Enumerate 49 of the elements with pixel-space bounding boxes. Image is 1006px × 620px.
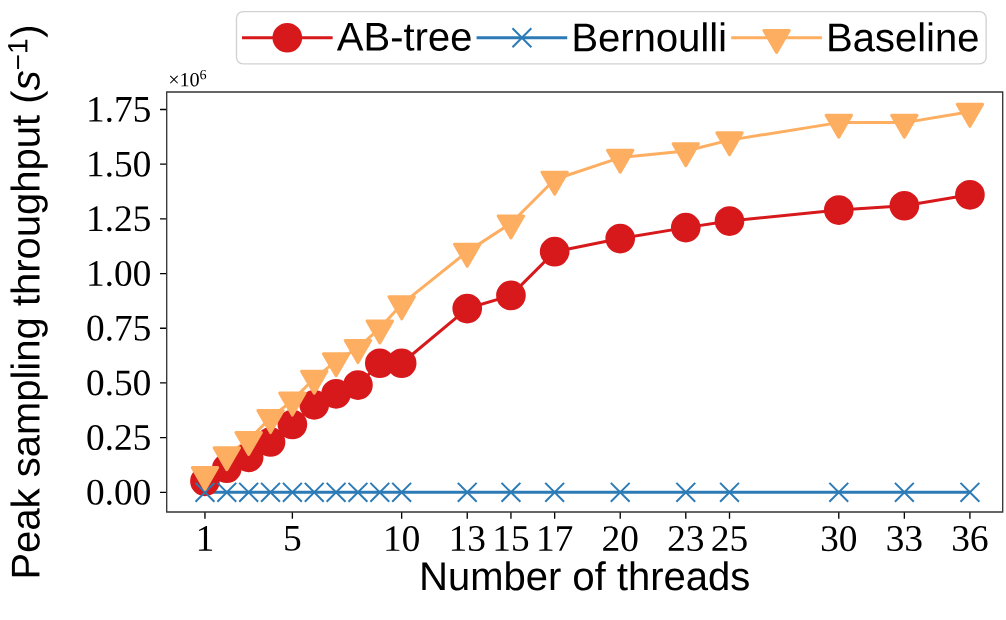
point — [828, 481, 850, 503]
legend-label: Bernoulli — [574, 22, 725, 52]
point — [496, 280, 526, 311]
x-tick-label: 13 — [451, 526, 485, 552]
y-tick-label: 0.75 — [87, 315, 150, 341]
legend-label: Baseline — [829, 22, 978, 52]
x-tick-label: 36 — [953, 526, 988, 552]
y-tick-label: 0.00 — [87, 479, 150, 505]
x-tick-label: 23 — [668, 526, 703, 552]
point — [343, 370, 373, 400]
y-tick-label: 0.25 — [87, 424, 150, 451]
x-tick-label: 5 — [285, 526, 301, 551]
point — [959, 481, 981, 503]
y-tick-label: 0.50 — [87, 370, 150, 396]
point — [456, 481, 478, 503]
point — [544, 481, 566, 503]
point — [824, 113, 853, 139]
x-tick-label: 10 — [386, 526, 419, 552]
y-tick-label: 1.00 — [89, 260, 150, 287]
x-tick-label: 30 — [821, 526, 857, 552]
point — [321, 379, 351, 409]
point — [496, 214, 526, 240]
text: ×10$^{6}$ — [169, 69, 207, 87]
point — [675, 481, 697, 503]
point — [540, 170, 569, 196]
point — [893, 481, 915, 503]
x-tick-label: 20 — [603, 526, 638, 552]
point — [277, 409, 308, 440]
y-tick-label: 1.25 — [89, 206, 150, 232]
point — [453, 242, 482, 268]
point — [715, 131, 744, 157]
x-axis-title: Number of threads — [422, 561, 749, 591]
point — [609, 481, 631, 503]
point — [890, 113, 919, 139]
point — [606, 148, 635, 174]
x-tick-label: 25 — [712, 526, 747, 552]
point — [500, 481, 522, 503]
legend-label: AB-tree — [336, 23, 471, 51]
point — [452, 293, 483, 324]
y-tick-label: 1.75 — [89, 96, 150, 123]
x-tick-label: 15 — [495, 526, 529, 552]
point — [955, 102, 985, 128]
x-tick-label: 33 — [887, 526, 922, 552]
y-tick-label: 1.50 — [89, 151, 150, 177]
y-axis-title: Peak sampling throughput (s$^{−1}$) — [8, 26, 48, 577]
point — [671, 142, 700, 168]
point — [719, 481, 740, 503]
x-tick-label: 1 — [198, 526, 213, 551]
x-tick-label: 17 — [539, 526, 573, 551]
